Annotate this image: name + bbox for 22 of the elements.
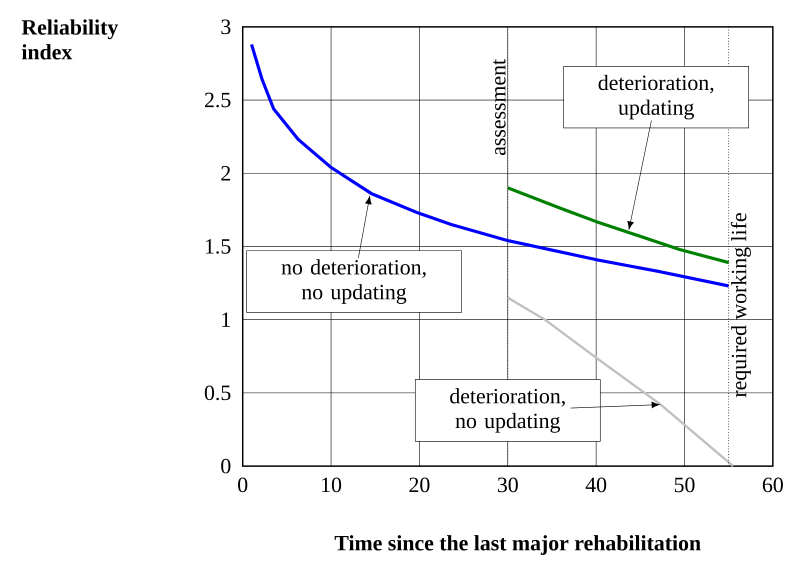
y-tick-label: 1.5 — [206, 239, 230, 254]
y-tick-label: 0.5 — [204, 385, 230, 400]
annotation: deterioration, updating — [598, 74, 714, 120]
x-tick-label: 0 — [238, 478, 248, 492]
y-tick-label: 1 — [222, 312, 230, 327]
y-tick-label: 2.5 — [204, 92, 230, 108]
ref-line-label: required working life — [730, 213, 751, 398]
x-tick-label: 40 — [586, 478, 606, 492]
y-tick-label: 3 — [221, 20, 230, 34]
annotation: no deterioration, no updating — [282, 259, 426, 304]
x-tick-label: 30 — [498, 478, 518, 492]
ref-line-label: assessment — [493, 59, 506, 156]
y-tick-label: 2 — [221, 166, 230, 180]
y-tick-label: 0 — [221, 458, 230, 474]
x-tick-label: 50 — [674, 478, 695, 492]
annotation: deterioration, no updating — [450, 388, 565, 433]
x-tick-label: 10 — [322, 478, 342, 492]
x-tick-label: 20 — [409, 478, 430, 492]
line-series — [506, 186, 730, 264]
x-axis-title: Time since the last major rehabilitation — [334, 535, 701, 555]
y-axis-title: Reliability index — [22, 19, 118, 60]
x-tick-label: 60 — [762, 478, 783, 492]
